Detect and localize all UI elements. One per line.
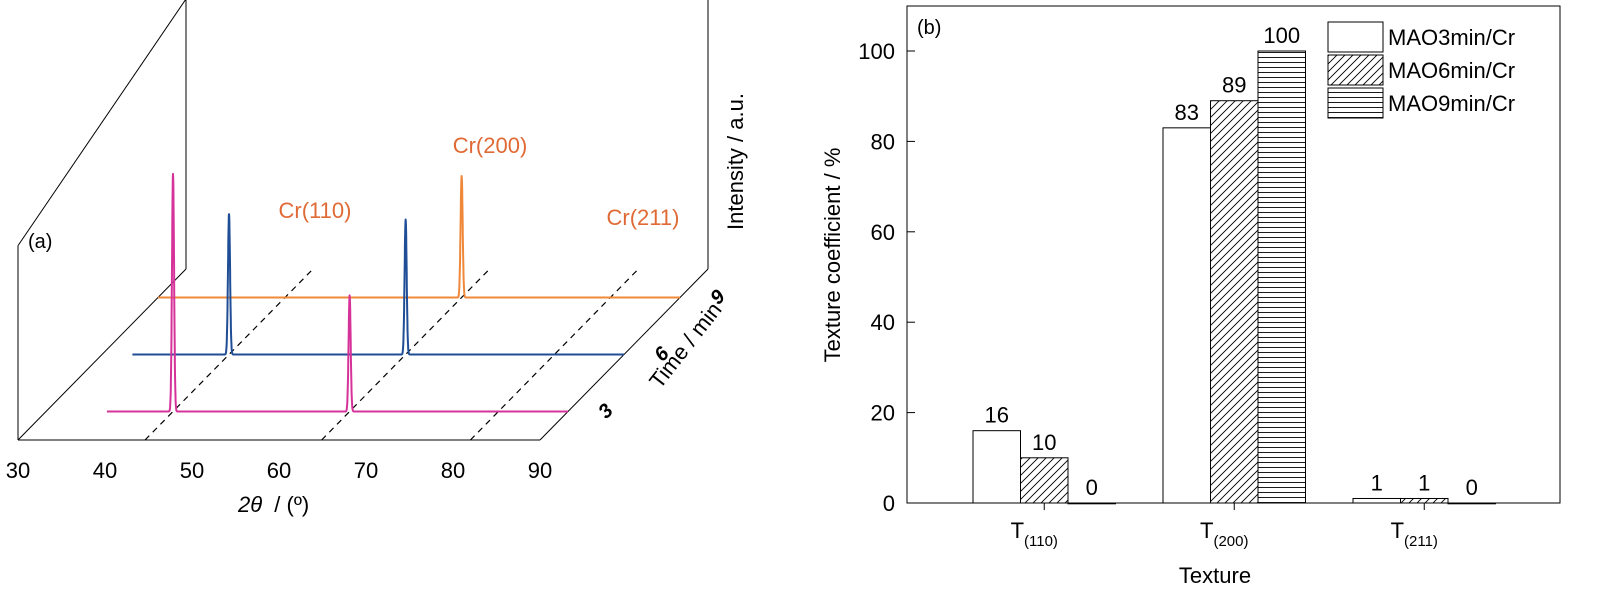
x-tick-label: 30 xyxy=(6,458,30,483)
legend-swatch xyxy=(1327,87,1384,119)
frame-top-left-edge xyxy=(17,0,186,246)
data-label: 0 xyxy=(1086,475,1098,500)
bar-mao3min-cr-110 xyxy=(972,430,1021,504)
panel-label-a: (a) xyxy=(28,231,52,253)
data-label: 16 xyxy=(985,403,1009,428)
y-tick-label: 100 xyxy=(858,39,895,64)
bar-mao3min-cr-211 xyxy=(1352,497,1401,504)
peak-guide-line xyxy=(321,268,491,441)
x-tick-label: 70 xyxy=(354,458,378,483)
plot-box-frame xyxy=(17,0,709,441)
bar-mao9min-cr-200 xyxy=(1257,50,1306,504)
x-axis-unit: / (º) xyxy=(274,492,309,517)
series-line-9min xyxy=(157,175,681,299)
series-line-6min xyxy=(131,213,625,356)
data-label: 1 xyxy=(1418,470,1430,495)
bar-mao9min-cr-211 xyxy=(1447,502,1496,505)
peak-label: Cr(110) xyxy=(279,198,352,223)
peak-labels: Cr(110) Cr(200) Cr(211) xyxy=(279,133,680,230)
x-axis-symbol: 2θ xyxy=(237,492,262,517)
x-axis-ticks: T(110) T(200) T(211) xyxy=(1011,503,1438,550)
y-tick-label: 20 xyxy=(871,401,895,426)
y-tick-label: 40 xyxy=(871,310,895,335)
legend-swatch xyxy=(1327,54,1384,86)
panel-label-b: (b) xyxy=(917,17,941,39)
x-axis-ticks: 30 40 50 60 70 80 90 xyxy=(6,458,552,483)
xrd-waterfall-panel: 30 40 50 60 70 80 90 369 Cr(110)Cr(200)Cr(211)… xyxy=(6,0,748,517)
bar-mao6min-cr-211 xyxy=(1400,497,1449,504)
x-tick-label: 80 xyxy=(441,458,465,483)
category-label: T(211) xyxy=(1391,518,1438,550)
data-label: 0 xyxy=(1466,475,1478,500)
data-label: 100 xyxy=(1263,23,1300,48)
y-axis-label: Intensity / a.u. xyxy=(723,93,748,230)
legend: MAO3min/Cr MAO6min/Cr MAO9min/Cr xyxy=(1327,21,1515,119)
legend-swatch xyxy=(1327,21,1384,53)
diffraction-series xyxy=(106,172,681,413)
y-tick-label: 80 xyxy=(871,129,895,154)
x-tick-label: 90 xyxy=(528,458,552,483)
x-tick-label: 50 xyxy=(180,458,204,483)
data-label: 1 xyxy=(1371,470,1383,495)
peak-label: Cr(200) xyxy=(453,133,528,158)
data-label: 89 xyxy=(1222,73,1246,98)
y-axis-ticks: 0 20 40 60 80 100 xyxy=(858,39,915,516)
legend-label: MAO3min/Cr xyxy=(1388,25,1515,50)
legend-label: MAO6min/Cr xyxy=(1388,58,1515,83)
y-axis-label: Texture coefficient / % xyxy=(820,148,845,363)
bar-mao9min-cr-110 xyxy=(1067,502,1116,505)
peak-label: Cr(211) xyxy=(607,205,680,230)
category-label: T(110) xyxy=(1011,518,1058,550)
series-line-3min xyxy=(106,172,569,413)
data-label: 83 xyxy=(1175,100,1199,125)
y-tick-label: 0 xyxy=(883,491,895,516)
x-axis-label: Texture xyxy=(1179,563,1251,588)
legend-label: MAO9min/Cr xyxy=(1388,91,1515,116)
data-label: 10 xyxy=(1032,430,1056,455)
x-tick-label: 60 xyxy=(267,458,291,483)
bar-mao6min-cr-200 xyxy=(1210,100,1259,504)
bar-mao3min-cr-200 xyxy=(1162,127,1211,504)
x-axis-label: 2θ / (º) xyxy=(237,492,309,517)
time-tick-label: 3 xyxy=(594,400,617,423)
bar-mao6min-cr-110 xyxy=(1020,457,1069,504)
category-label: T(200) xyxy=(1200,518,1248,550)
y-tick-label: 60 xyxy=(871,220,895,245)
x-tick-label: 40 xyxy=(93,458,117,483)
